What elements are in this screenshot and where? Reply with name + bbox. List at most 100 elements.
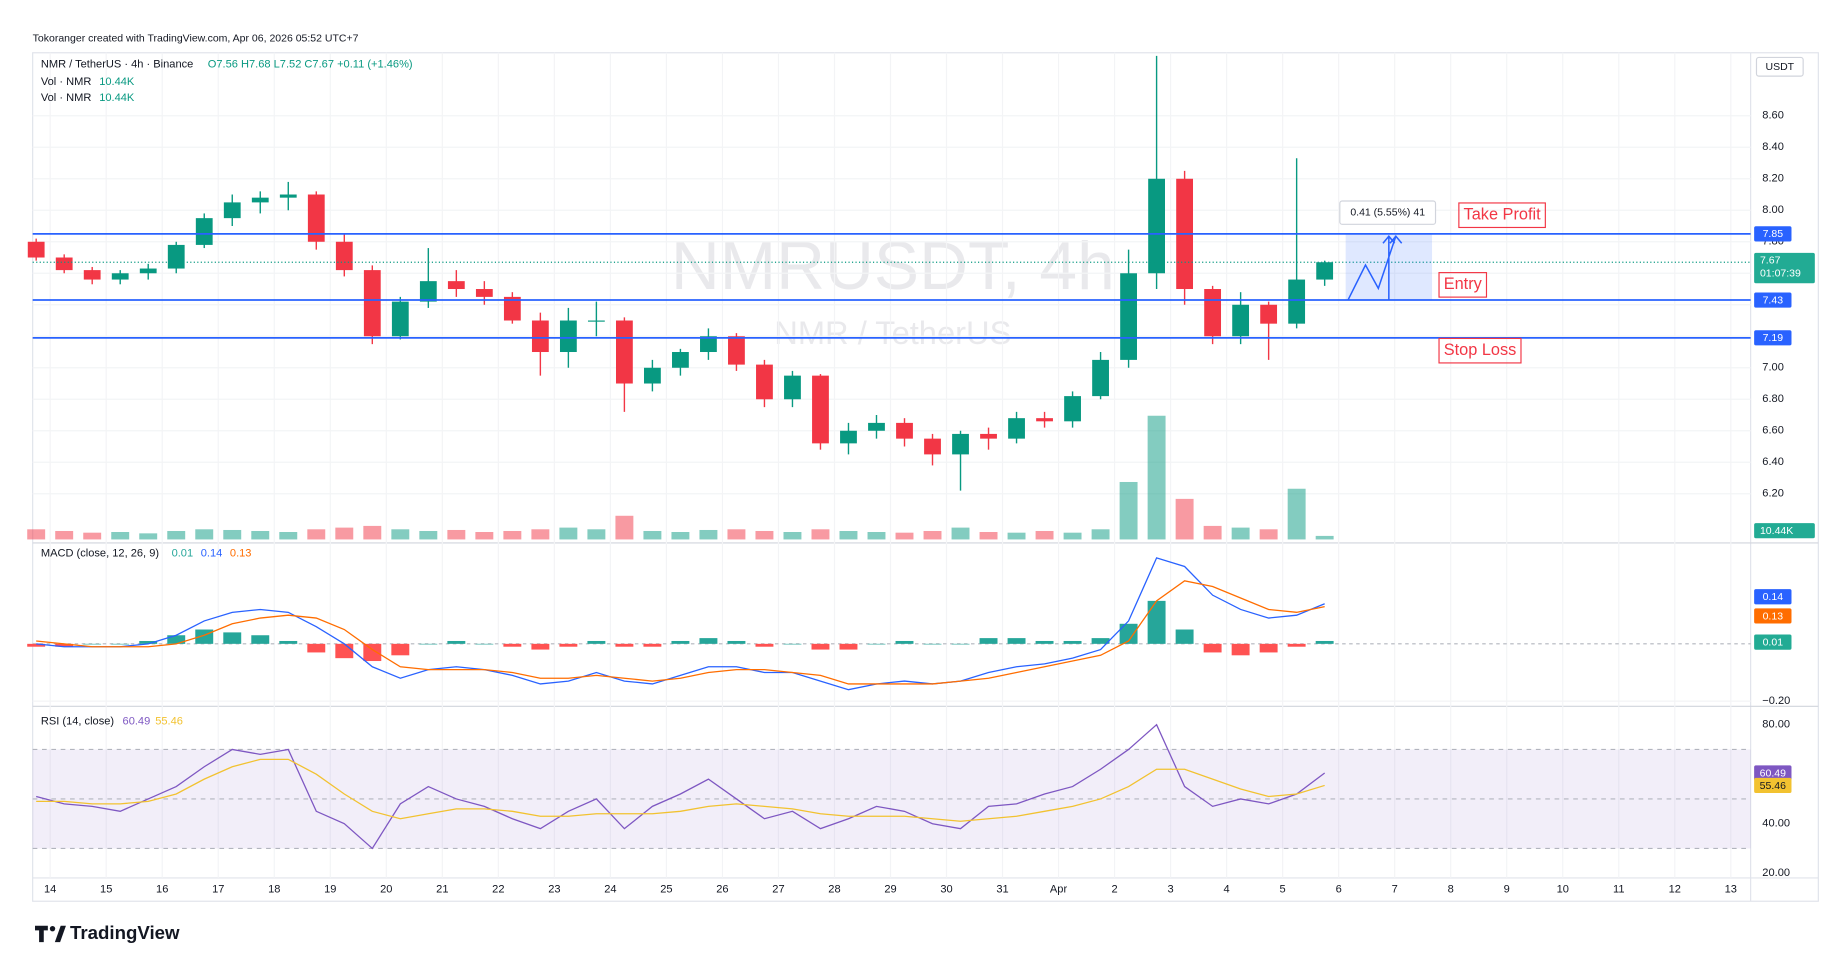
candle-body xyxy=(307,194,325,242)
candle-body xyxy=(980,433,997,439)
y-tick-label: 6.20 xyxy=(1762,488,1784,500)
histogram-bar xyxy=(447,640,466,644)
x-tick-label: 2 xyxy=(1111,883,1117,895)
legend-value: 0.13 xyxy=(230,547,252,559)
histogram-bar xyxy=(1259,643,1278,653)
volume-bar xyxy=(1147,415,1166,540)
histogram-bar xyxy=(979,638,998,644)
volume-bar xyxy=(195,529,214,540)
y-tick-label: 6.80 xyxy=(1762,393,1784,405)
ohlc: O7.56 H7.68 L7.52 C7.67 +0.11 (+1.46%) xyxy=(208,58,413,70)
volume-bar xyxy=(111,532,130,540)
candle-body xyxy=(812,375,829,444)
volume-bar xyxy=(419,530,438,540)
x-tick-label: 10 xyxy=(1557,883,1569,895)
histogram-bar xyxy=(587,640,606,644)
candle-body xyxy=(55,257,73,271)
histogram-tag: 0.01 xyxy=(1763,637,1784,649)
brand: TradingView xyxy=(70,922,180,943)
position-label: 0.41 (5.55%) 41 xyxy=(1350,206,1425,218)
histogram-bar xyxy=(923,643,942,645)
indicator-title: MACD (close, 12, 26, 9) xyxy=(41,547,159,559)
volume-bar xyxy=(1091,529,1110,540)
volume-bar xyxy=(475,532,494,540)
x-tick-label: 25 xyxy=(660,883,672,895)
candle-body xyxy=(335,241,353,271)
y-tick-label: 6.60 xyxy=(1762,425,1784,437)
histogram-bar xyxy=(223,632,242,644)
candle-body xyxy=(531,320,549,353)
level-label: Take Profit xyxy=(1464,206,1542,224)
currency-box[interactable] xyxy=(1755,56,1804,77)
volume-bar xyxy=(1203,525,1222,540)
x-tick-label: 3 xyxy=(1168,883,1174,895)
histogram-bar xyxy=(895,640,914,644)
y-tick-label: 7.00 xyxy=(1762,362,1784,374)
candle-body xyxy=(447,281,465,290)
histogram-bar xyxy=(27,643,46,647)
volume-bar xyxy=(755,530,774,540)
histogram-bar xyxy=(1007,638,1026,644)
x-tick-label: 9 xyxy=(1504,883,1510,895)
volume-bar xyxy=(1119,481,1138,540)
histogram-bar xyxy=(643,643,662,647)
volume-bar xyxy=(1175,498,1194,540)
histogram-bar xyxy=(671,640,690,644)
watermark-title: NMRUSDT, 4h xyxy=(671,229,1115,304)
candle-body xyxy=(868,422,885,431)
legend-value: 0.14 xyxy=(201,547,223,559)
volume-bar xyxy=(615,515,634,540)
volume-bar xyxy=(55,530,74,540)
x-tick-label: 15 xyxy=(100,883,112,895)
volume-bar xyxy=(1315,535,1334,540)
candle-body xyxy=(840,430,857,444)
level-price-tag-box xyxy=(1754,226,1792,242)
position-label-box xyxy=(1339,200,1437,225)
currency[interactable]: USDT xyxy=(1766,61,1795,73)
x-tick-label: 17 xyxy=(212,883,224,895)
level-price-tag-box xyxy=(1754,330,1792,346)
volume-bar xyxy=(1231,527,1250,540)
y-tick-label: −0.20 xyxy=(1762,695,1790,707)
indicator-line xyxy=(36,580,1325,685)
candle-body xyxy=(924,438,941,455)
candle-body xyxy=(1148,178,1165,274)
x-tick-label: 8 xyxy=(1448,883,1454,895)
histogram-bar xyxy=(1287,643,1306,647)
histogram-bar xyxy=(1063,640,1082,644)
candle-body xyxy=(111,273,129,280)
legend-value: 55.46 xyxy=(155,715,183,727)
candle-body xyxy=(83,270,101,280)
last-price: 7.67 xyxy=(1760,254,1781,266)
frame xyxy=(32,52,1819,902)
x-tick-label: 31 xyxy=(996,883,1008,895)
level-price-tag-box xyxy=(1754,292,1792,308)
candle-body xyxy=(195,218,213,245)
histogram-bar xyxy=(391,643,410,656)
x-tick-label: 20 xyxy=(380,883,392,895)
watermark-subtitle: NMR / TetherUS xyxy=(774,314,1011,351)
volume-tag-box xyxy=(1754,523,1815,539)
candle-body xyxy=(559,320,577,353)
candle-body xyxy=(896,422,913,439)
volume-bar xyxy=(783,532,802,540)
macd-tag-box xyxy=(1754,589,1792,605)
volume-bar xyxy=(559,527,578,540)
candle-body xyxy=(700,336,717,353)
volume-bar xyxy=(867,532,886,540)
candle-body xyxy=(1316,262,1334,280)
candle-body xyxy=(1008,418,1025,439)
y-tick-label: 80.00 xyxy=(1762,719,1790,731)
histogram-tag-box xyxy=(1754,634,1792,650)
level-label: Entry xyxy=(1444,275,1483,293)
candle-body xyxy=(615,320,633,384)
histogram-bar xyxy=(363,643,382,662)
level-price-tag: 7.43 xyxy=(1763,294,1784,306)
candle-body xyxy=(784,375,801,400)
candle-body xyxy=(503,296,521,321)
volume-bar xyxy=(307,529,326,540)
plot-layer: 14 15 16 17 18 19 20 21 22 23 24 25 26 27 28 29 30 31 Apr 2… xyxy=(27,52,1815,895)
x-tick-label: 21 xyxy=(436,883,448,895)
candle-body xyxy=(475,289,493,297)
logo-mark xyxy=(54,925,66,943)
